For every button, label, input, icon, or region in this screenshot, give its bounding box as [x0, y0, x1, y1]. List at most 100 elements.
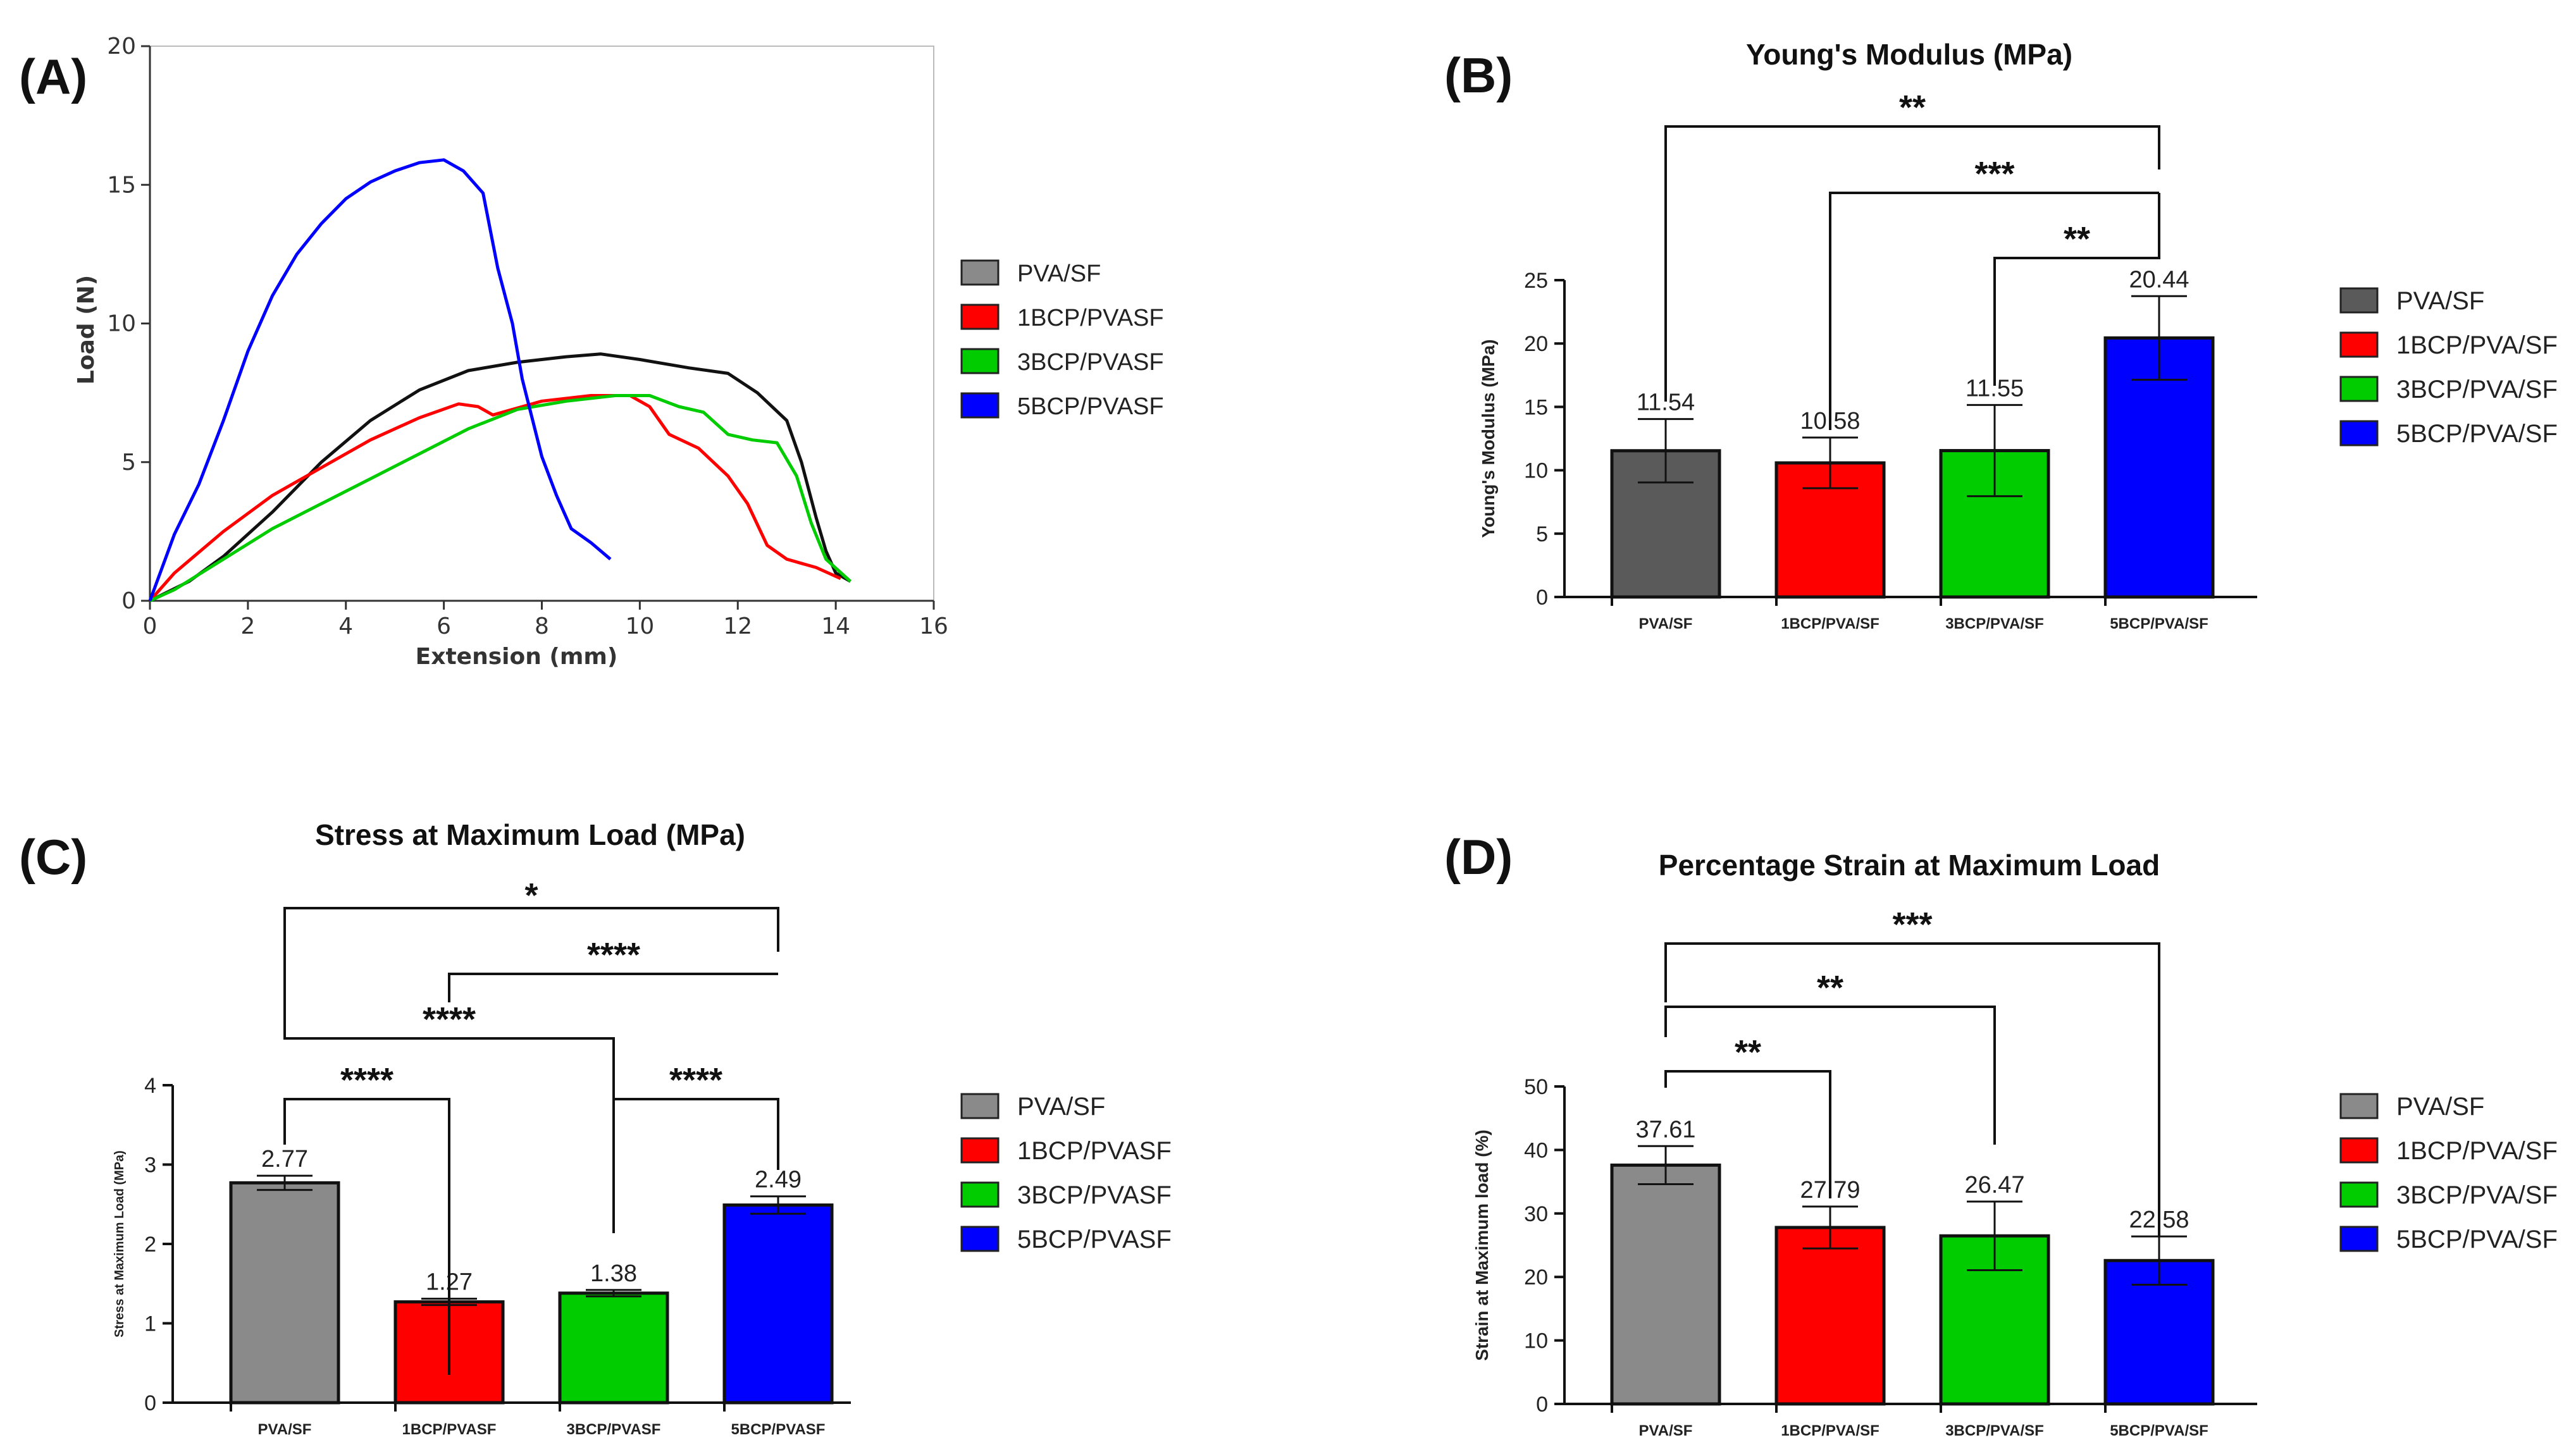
legend-label: 1BCP/PVASF — [1017, 1137, 1172, 1165]
x-tick-label: 16 — [919, 613, 948, 639]
panel-b: (B) Young's Modulus (MPa)0510152025Young'… — [1444, 38, 2558, 632]
legend-label: 3BCP/PVASF — [1017, 1181, 1172, 1209]
legend-swatch — [962, 261, 998, 285]
legend-swatch — [962, 349, 998, 373]
legend-label: 5BCP/PVA/SF — [2396, 1226, 2558, 1253]
legend-label: 5BCP/PVASF — [1017, 393, 1164, 420]
category-label: 5BCP/PVA/SF — [2110, 1422, 2208, 1439]
significance-bracket — [285, 908, 778, 1023]
y-tick-label: 2 — [144, 1233, 156, 1257]
significance-label: ** — [1735, 1033, 1761, 1071]
legend-label: 5BCP/PVASF — [1017, 1226, 1172, 1253]
category-label: PVA/SF — [1639, 615, 1693, 632]
x-tick-label: 6 — [437, 613, 451, 639]
legend-swatch — [2341, 1183, 2377, 1207]
legend-label: 1BCP/PVASF — [1017, 305, 1164, 331]
significance-label: **** — [340, 1061, 393, 1099]
significance-label: *** — [1974, 155, 2014, 193]
bar — [1776, 1227, 1884, 1404]
category-label: 5BCP/PVASF — [731, 1421, 826, 1438]
legend-label: 1BCP/PVA/SF — [2396, 331, 2558, 359]
bar — [560, 1293, 667, 1403]
legend-swatch — [2341, 288, 2377, 312]
chart-title: Percentage Strain at Maximum Load — [1659, 849, 2160, 882]
legend-label: PVA/SF — [2396, 287, 2484, 315]
x-tick-label: 0 — [143, 613, 158, 639]
value-label: 2.49 — [755, 1167, 802, 1193]
category-label: 1BCP/PVASF — [402, 1421, 497, 1438]
category-label: 1BCP/PVA/SF — [1781, 615, 1879, 632]
panel-c: (C) Stress at Maximum Load (MPa) 0 1 2 3 4 Stre… — [19, 818, 1172, 1438]
chart-title: Stress at Maximum Load (MPa) — [315, 818, 745, 851]
x-axis-label: Extension (mm) — [416, 644, 618, 670]
significance-label: * — [524, 877, 538, 914]
y-tick-label: 15 — [1524, 395, 1548, 419]
y-tick-label: 0 — [1536, 1393, 1548, 1417]
y-tick-label: 10 — [1524, 1329, 1548, 1353]
y-tick-label: 15 — [107, 172, 136, 198]
legend-swatch — [962, 305, 998, 329]
x-tick-label: 12 — [723, 613, 752, 639]
legend-swatch — [962, 1138, 998, 1162]
category-label: 5BCP/PVA/SF — [2110, 615, 2208, 632]
y-axis-label: Young's Modulus (MPa) — [1478, 339, 1498, 538]
y-axis-label: Load (N) — [73, 275, 99, 385]
legend-swatch — [962, 393, 998, 417]
significance-bracket — [1666, 126, 2159, 402]
x-tick-label: 8 — [535, 613, 549, 639]
x-tick-label: 2 — [240, 613, 255, 639]
value-label: 1.38 — [590, 1260, 637, 1287]
bar — [231, 1183, 338, 1403]
bar — [724, 1205, 832, 1403]
panel-letter: (D) — [1444, 829, 1513, 885]
y-tick-label: 10 — [107, 311, 136, 337]
category-label: PVA/SF — [258, 1421, 312, 1438]
series-line-0 — [150, 354, 850, 601]
significance-label: **** — [423, 1000, 476, 1038]
y-axis-label: Stress at Maximum Load (MPa) — [113, 1150, 127, 1338]
legend-label: 5BCP/PVA/SF — [2396, 420, 2558, 448]
panel-letter: (B) — [1444, 47, 1513, 103]
legend-swatch — [2341, 1227, 2377, 1251]
legend-swatch — [2341, 1094, 2377, 1118]
y-tick-label: 3 — [144, 1154, 156, 1178]
x-tick-label: 4 — [338, 613, 353, 639]
legend-swatch — [962, 1227, 998, 1251]
y-tick-label: 20 — [1524, 332, 1548, 356]
legend-label: PVA/SF — [2396, 1093, 2484, 1121]
significance-label: ** — [1899, 89, 1926, 126]
legend-label: PVA/SF — [1017, 1093, 1105, 1121]
panel-letter: (C) — [19, 829, 87, 885]
panel-a-letter: (A) — [19, 49, 87, 104]
value-label: 26.47 — [1964, 1172, 2024, 1198]
y-tick-label: 5 — [121, 450, 136, 476]
significance-bracket — [449, 974, 778, 1002]
legend-swatch — [2341, 333, 2377, 357]
significance-label: ** — [2064, 220, 2090, 258]
y-tick-label: 30 — [1524, 1202, 1548, 1226]
category-label: 1BCP/PVA/SF — [1781, 1422, 1879, 1439]
y-tick-label: 1 — [144, 1312, 156, 1336]
significance-label: ** — [1817, 969, 1843, 1007]
legend-label: PVA/SF — [1017, 261, 1101, 287]
significance-bracket — [1666, 944, 2159, 1236]
y-tick-label: 4 — [144, 1074, 156, 1098]
legend-swatch — [2341, 1138, 2377, 1162]
panel-a: (A) 0 2 4 6 8 10 12 14 16 0 5 10 15 20 Extension (mm) Lo… — [19, 34, 1164, 670]
significance-label: *** — [1892, 906, 1932, 944]
legend-swatch — [2341, 377, 2377, 401]
x-tick-label: 10 — [625, 613, 654, 639]
y-tick-label: 5 — [1536, 522, 1548, 546]
y-tick-label: 25 — [1524, 269, 1548, 293]
value-label: 37.61 — [1635, 1116, 1695, 1143]
category-label: 3BCP/PVA/SF — [1945, 1422, 2044, 1439]
panel-d: (D) Percentage Strain at Maximum Load 0 10 2… — [1444, 829, 2558, 1439]
significance-label: **** — [587, 936, 640, 974]
value-label: 2.77 — [261, 1146, 308, 1172]
legend-label: 3BCP/PVASF — [1017, 349, 1164, 376]
legend-label: 1BCP/PVA/SF — [2396, 1137, 2558, 1165]
series-line-1 — [150, 396, 841, 601]
legend-swatch — [2341, 421, 2377, 445]
significance-label: **** — [669, 1061, 722, 1099]
figure: (A)0 2 4 6 8 10 12 14 1605101520Extension (mm)Lo… — [0, 0, 2576, 1452]
